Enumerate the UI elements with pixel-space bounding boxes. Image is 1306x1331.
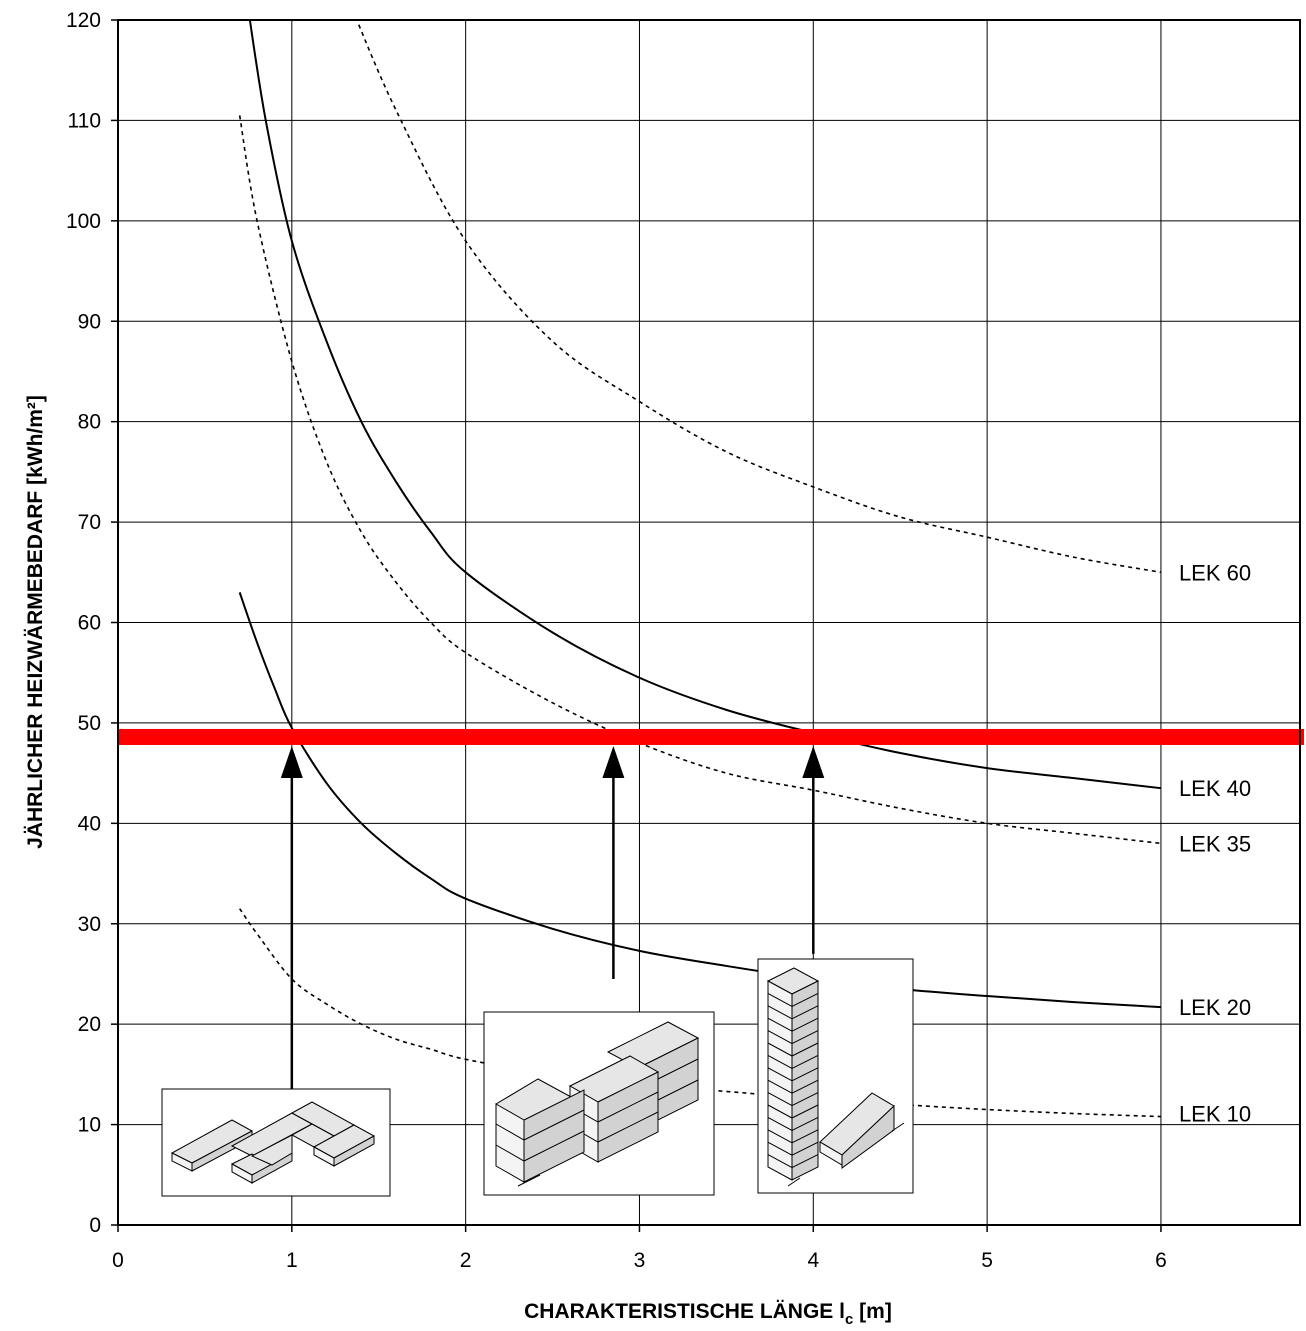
arrows	[280, 746, 825, 1090]
inset-stacked-building	[483, 1011, 715, 1196]
y-tick-label: 10	[78, 1114, 101, 1137]
stacked-block-building-icon	[495, 1021, 700, 1187]
inset-u-shaped-building	[161, 1088, 391, 1197]
arrow-head-2	[602, 746, 625, 779]
x-axis-title: CHARAKTERISTISCHE LÄNGE lc [m]	[524, 1300, 892, 1328]
y-tick-label: 70	[78, 511, 101, 534]
x-tick-label: 4	[807, 1249, 819, 1272]
x-tick-label: 2	[460, 1249, 472, 1272]
arrow-head-3	[802, 746, 825, 779]
arrow-head-1	[280, 746, 303, 779]
series-label-lek-10: LEK 10	[1179, 1102, 1251, 1127]
x-tick-label: 1	[286, 1249, 298, 1272]
inset-tower-building	[757, 958, 914, 1194]
y-tick-label: 80	[78, 411, 101, 434]
series-label-lek-20: LEK 20	[1179, 995, 1251, 1020]
u-shaped-low-building-icon	[170, 1101, 376, 1184]
y-tick-label: 100	[66, 210, 101, 233]
series-line-lek-40	[248, 20, 1162, 790]
y-tick-label: 110	[68, 109, 101, 132]
y-tick-label: 0	[89, 1214, 101, 1237]
y-tick-label: 60	[78, 612, 101, 635]
series-labels: LEK 60 LEK 40 LEK 35 LEK 20 LEK 10	[1179, 560, 1251, 1126]
plot-frame	[117, 19, 1301, 1226]
series-label-lek-60: LEK 60	[1179, 560, 1251, 585]
y-axis-title: JÄHRLICHER HEIZWÄRMEBEDARF [kWh/m²]	[24, 395, 47, 849]
series-label-lek-40: LEK 40	[1179, 776, 1251, 801]
tower-with-wing-building-icon	[766, 967, 905, 1187]
series-label-lek-35: LEK 35	[1179, 831, 1251, 856]
reference-line-group	[119, 728, 1304, 745]
x-tick-label: 6	[1155, 1249, 1167, 1272]
y-tick-label: 20	[78, 1013, 101, 1036]
x-tick-label: 3	[634, 1249, 646, 1272]
y-tick-label: 30	[78, 913, 101, 936]
y-tick-label: 50	[78, 712, 101, 735]
x-tick-label: 5	[981, 1249, 993, 1272]
y-tick-label: 40	[78, 812, 101, 835]
series-line-lek-20	[238, 592, 1161, 1009]
reference-line	[119, 728, 1304, 745]
grid-lines	[118, 20, 1300, 1225]
x-tick-label: 0	[112, 1249, 124, 1272]
series-line-lek-60	[355, 20, 1162, 574]
y-tick-label: 120	[66, 9, 101, 32]
y-tick-label: 90	[78, 310, 101, 333]
